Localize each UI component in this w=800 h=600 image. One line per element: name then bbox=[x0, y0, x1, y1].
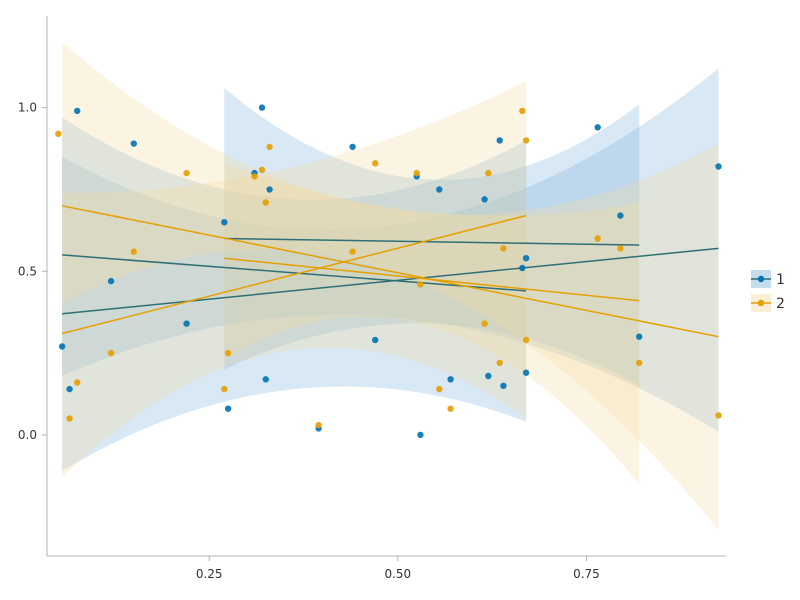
confidence-band-series-2-1 bbox=[62, 81, 527, 478]
data-point-series-1-7 bbox=[221, 219, 228, 226]
y-tick-label: 1.0 bbox=[18, 101, 37, 115]
data-point-series-1-30 bbox=[715, 163, 722, 170]
data-point-series-1-5 bbox=[130, 140, 137, 147]
data-point-series-2-10 bbox=[258, 166, 266, 173]
data-point-series-2-28 bbox=[617, 245, 624, 252]
data-point-series-1-19 bbox=[447, 376, 454, 383]
data-point-series-2-18 bbox=[436, 385, 443, 393]
data-point-series-1-6 bbox=[183, 320, 190, 327]
y-tick-label: 0.0 bbox=[18, 428, 37, 442]
data-point-series-1-18 bbox=[436, 186, 443, 193]
data-point-series-2-17 bbox=[417, 281, 424, 288]
axes bbox=[46, 16, 726, 557]
data-point-series-1-29 bbox=[636, 333, 643, 340]
data-point-series-2-8 bbox=[224, 349, 232, 357]
data-point-series-1-2 bbox=[66, 385, 73, 393]
legend-marker-series-2 bbox=[757, 299, 765, 307]
data-point-series-2-9 bbox=[251, 173, 258, 180]
data-point-series-1-11 bbox=[262, 376, 269, 383]
data-point-series-1-24 bbox=[519, 264, 526, 272]
confidence-band-series-1-1 bbox=[62, 117, 527, 471]
regression-line-series-2-1 bbox=[61, 214, 527, 335]
confidence-band-series-2-3 bbox=[62, 42, 719, 530]
data-point-series-1-25 bbox=[522, 255, 530, 262]
regression-line-series-1-1 bbox=[62, 254, 527, 292]
data-point-series-1-8 bbox=[224, 405, 232, 412]
data-point-series-1-21 bbox=[485, 372, 492, 380]
data-point-series-2-23 bbox=[500, 245, 507, 252]
data-point-series-1-26 bbox=[522, 369, 530, 376]
data-point-series-2-16 bbox=[413, 169, 420, 177]
data-point-series-2-7 bbox=[221, 385, 228, 393]
data-point-series-2-27 bbox=[594, 235, 601, 242]
data-point-series-1-10 bbox=[258, 104, 266, 111]
data-point-series-1-22 bbox=[496, 137, 503, 144]
data-point-series-2-29 bbox=[636, 359, 643, 367]
data-point-series-1-12 bbox=[266, 186, 273, 193]
data-point-series-2-2 bbox=[66, 415, 73, 422]
data-point-series-2-24 bbox=[519, 107, 526, 115]
data-point-series-1-20 bbox=[481, 196, 488, 203]
data-point-series-2-5 bbox=[130, 248, 137, 255]
legend-label-series-1: 1 bbox=[776, 272, 785, 288]
data-point-series-2-3 bbox=[74, 379, 81, 386]
data-point-series-1-4 bbox=[107, 277, 115, 285]
legend: 12 bbox=[751, 270, 785, 312]
regression-line-series-1-2 bbox=[224, 237, 640, 246]
data-point-series-2-6 bbox=[183, 169, 190, 177]
data-point-series-2-4 bbox=[107, 349, 115, 357]
confidence-bands bbox=[62, 42, 719, 530]
data-point-series-2-19 bbox=[447, 405, 454, 412]
data-points bbox=[55, 104, 722, 439]
data-point-series-2-12 bbox=[266, 143, 273, 151]
data-point-series-2-11 bbox=[262, 199, 269, 206]
data-point-series-2-21 bbox=[485, 169, 492, 177]
x-tick-label: 0.50 bbox=[384, 567, 411, 581]
regression-lines bbox=[61, 205, 719, 338]
data-point-series-2-30 bbox=[715, 412, 722, 419]
data-point-series-1-1 bbox=[58, 343, 66, 350]
data-point-series-2-14 bbox=[349, 248, 356, 255]
x-tick-label: 0.75 bbox=[573, 567, 600, 581]
legend-marker-series-1 bbox=[757, 275, 765, 283]
data-point-series-2-26 bbox=[522, 336, 530, 344]
data-point-series-2-13 bbox=[315, 421, 322, 429]
data-point-series-2-25 bbox=[522, 137, 530, 144]
data-point-series-1-27 bbox=[594, 124, 601, 131]
regression-line-series-1-3 bbox=[62, 247, 719, 315]
data-point-series-1-3 bbox=[74, 107, 81, 115]
y-tick-label: 0.5 bbox=[18, 264, 37, 278]
data-point-series-1-17 bbox=[417, 431, 424, 439]
data-point-series-2-1 bbox=[55, 130, 62, 137]
data-point-series-2-22 bbox=[496, 359, 503, 367]
data-point-series-2-20 bbox=[481, 320, 488, 327]
data-point-series-1-23 bbox=[500, 382, 507, 389]
x-tick-label: 0.25 bbox=[196, 567, 223, 581]
tick-labels: 0.25 0.50 0.75 0.0 0.5 1.0 bbox=[18, 101, 600, 581]
regression-line-series-2-3 bbox=[61, 205, 719, 338]
data-point-series-1-15 bbox=[372, 336, 379, 344]
data-point-series-1-14 bbox=[349, 143, 356, 151]
data-point-series-2-15 bbox=[372, 160, 379, 167]
confidence-band-series-1-2 bbox=[224, 88, 640, 386]
legend-label-series-2: 2 bbox=[776, 296, 785, 312]
data-point-series-1-28 bbox=[617, 212, 624, 219]
